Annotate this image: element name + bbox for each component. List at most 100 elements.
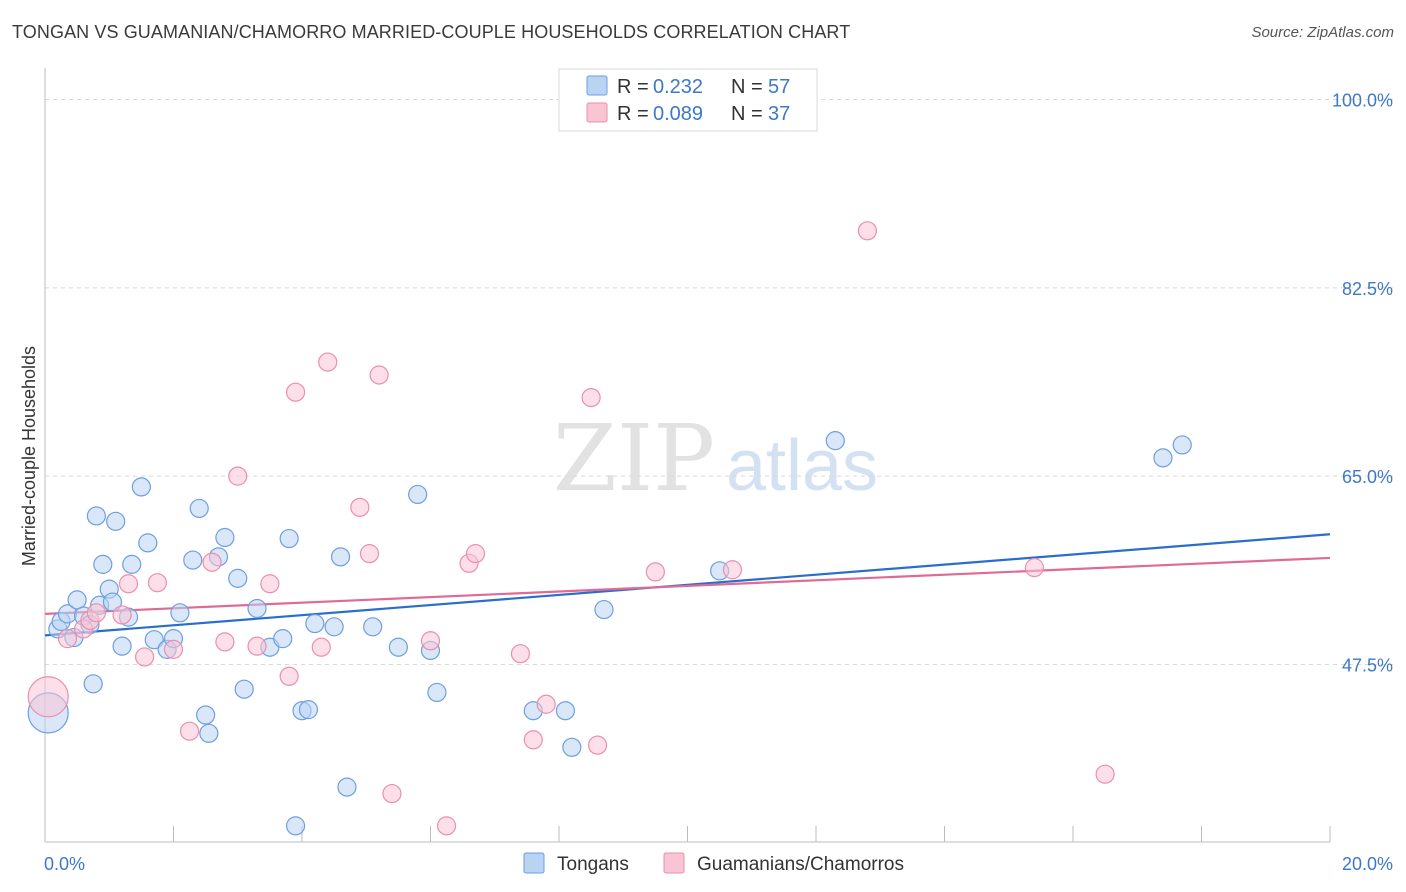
y-tick-label: 47.5% bbox=[1342, 655, 1393, 675]
data-point-blue bbox=[83, 674, 103, 694]
watermark-atlas: atlas bbox=[726, 426, 878, 506]
data-point-blue bbox=[102, 592, 123, 612]
bottom-legend: Tongans Guamanians/Chamorros bbox=[523, 852, 904, 875]
data-point-pink bbox=[645, 562, 665, 582]
data-point-blue bbox=[228, 568, 248, 588]
y-tick-label: 65.0% bbox=[1342, 467, 1393, 487]
data-point-pink bbox=[134, 647, 155, 667]
data-point-blue bbox=[337, 777, 357, 797]
data-point-pink bbox=[285, 382, 306, 402]
data-point-pink bbox=[311, 637, 331, 657]
data-point-blue bbox=[93, 554, 113, 574]
watermark-zip: ZIP bbox=[553, 405, 715, 512]
data-point-pink bbox=[587, 735, 608, 755]
data-point-blue bbox=[170, 603, 190, 623]
data-points bbox=[27, 221, 1192, 836]
series-guamanians-chamorros bbox=[27, 221, 1115, 836]
data-point-pink bbox=[420, 631, 441, 651]
chart-title: TONGAN VS GUAMANIAN/CHAMORRO MARRIED-COU… bbox=[12, 22, 851, 42]
data-point-pink bbox=[118, 574, 139, 594]
data-point-pink bbox=[857, 221, 878, 241]
data-point-blue bbox=[363, 617, 383, 637]
legend: R = 0.232 N = 57 R = 0.089 N = 37 bbox=[558, 68, 818, 132]
data-point-pink bbox=[86, 603, 107, 623]
bottom-legend-swatch-guamanians bbox=[663, 852, 685, 874]
data-point-pink bbox=[247, 636, 267, 656]
legend-r-label-tongans: R = bbox=[617, 76, 649, 98]
legend-swatch-guamanians bbox=[586, 102, 608, 123]
bottom-legend-label-tongans: Tongans bbox=[557, 854, 629, 875]
data-point-pink bbox=[436, 816, 457, 836]
data-point-pink bbox=[382, 783, 402, 804]
legend-r-label-guamanians: R = bbox=[617, 103, 649, 125]
data-point-blue bbox=[555, 701, 576, 721]
data-point-pink bbox=[27, 676, 69, 718]
data-point-blue bbox=[183, 550, 203, 570]
data-point-blue bbox=[285, 816, 306, 836]
data-point-blue bbox=[273, 629, 293, 649]
data-point-pink bbox=[359, 544, 380, 564]
legend-n-value-guamanians: 37 bbox=[768, 103, 790, 125]
x-tick-label-max: 20.0% bbox=[1342, 854, 1393, 874]
data-point-blue bbox=[594, 599, 614, 620]
legend-n-label-guamanians: N = bbox=[731, 103, 763, 125]
data-point-blue bbox=[279, 528, 299, 549]
data-point-pink bbox=[465, 544, 486, 564]
data-point-pink bbox=[1024, 558, 1045, 578]
legend-n-label-tongans: N = bbox=[731, 76, 763, 98]
y-axis-label: Married-couple Households bbox=[19, 346, 39, 566]
y-tick-labels: 47.5% 65.0% 82.5% 100.0% bbox=[1332, 91, 1393, 676]
data-point-pink bbox=[112, 605, 132, 625]
data-point-blue bbox=[138, 533, 158, 553]
bottom-legend-label-guamanians: Guamanians/Chamorros bbox=[697, 854, 904, 875]
data-point-blue bbox=[67, 590, 87, 610]
legend-n-value-tongans: 57 bbox=[768, 76, 790, 98]
data-point-blue bbox=[330, 547, 351, 567]
data-point-pink bbox=[581, 387, 601, 408]
data-point-blue bbox=[408, 484, 428, 505]
data-point-blue bbox=[234, 679, 254, 699]
watermark: ZIP atlas bbox=[553, 405, 878, 512]
data-point-pink bbox=[163, 639, 184, 659]
data-point-blue bbox=[112, 636, 132, 656]
data-point-blue bbox=[247, 598, 267, 619]
data-point-blue bbox=[196, 705, 216, 725]
data-point-blue bbox=[131, 477, 151, 497]
data-point-blue bbox=[144, 630, 164, 650]
legend-r-value-tongans: 0.232 bbox=[653, 76, 703, 98]
bottom-legend-swatch-tongans bbox=[523, 852, 545, 874]
data-point-blue bbox=[106, 511, 126, 531]
data-point-blue bbox=[86, 506, 107, 526]
data-point-blue bbox=[199, 723, 219, 743]
data-point-pink bbox=[179, 721, 200, 741]
data-point-blue bbox=[825, 431, 845, 451]
legend-swatch-tongans bbox=[586, 75, 608, 96]
data-point-pink bbox=[228, 466, 248, 486]
data-point-blue bbox=[562, 737, 582, 757]
data-point-blue bbox=[122, 554, 142, 574]
x-tick-labels: 0.0% 20.0% bbox=[44, 854, 1393, 874]
data-point-blue bbox=[1172, 435, 1192, 455]
y-tick-label: 82.5% bbox=[1342, 279, 1393, 299]
data-point-pink bbox=[523, 730, 543, 750]
data-point-blue bbox=[427, 682, 447, 703]
data-point-pink bbox=[57, 629, 78, 649]
data-point-pink bbox=[536, 694, 556, 714]
data-point-pink bbox=[202, 552, 222, 572]
data-point-pink bbox=[215, 632, 235, 652]
data-point-blue bbox=[324, 617, 344, 637]
legend-r-value-guamanians: 0.089 bbox=[653, 103, 703, 125]
x-tick-label-min: 0.0% bbox=[44, 854, 85, 874]
data-point-pink bbox=[260, 574, 280, 594]
data-point-pink bbox=[350, 497, 370, 517]
data-point-blue bbox=[189, 498, 209, 519]
data-point-pink bbox=[510, 644, 531, 664]
data-point-pink bbox=[1095, 764, 1115, 784]
data-point-blue bbox=[305, 613, 325, 634]
data-point-blue bbox=[215, 527, 235, 548]
data-point-pink bbox=[147, 573, 168, 593]
data-point-blue bbox=[298, 700, 319, 720]
data-point-blue bbox=[1153, 448, 1173, 468]
data-point-pink bbox=[279, 666, 299, 686]
